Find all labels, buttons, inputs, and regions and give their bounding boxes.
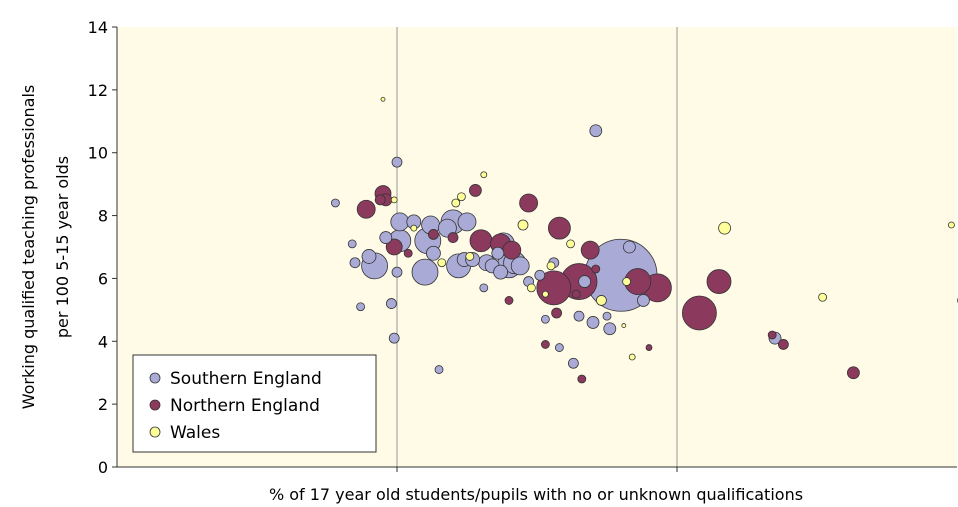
bubble-southern-england (385, 298, 397, 309)
bubble-northern-england (571, 289, 581, 299)
bubble-southern-england (602, 311, 612, 321)
bubble-wales (451, 198, 461, 208)
bubble-southern-england (391, 266, 403, 278)
bubble-northern-england (403, 248, 413, 258)
bubble-northern-england (551, 307, 562, 319)
bubble-southern-england (623, 240, 636, 254)
bubble-southern-england (356, 302, 366, 312)
bubble-southern-england (361, 249, 377, 264)
bubble-northern-england (469, 229, 493, 253)
x-axis-title: % of 17 year old students/pupils with no… (269, 485, 803, 504)
bubble-southern-england (379, 231, 393, 244)
bubble-wales (566, 239, 575, 249)
axes (116, 27, 957, 468)
bubble-northern-england (591, 264, 601, 274)
y-tick-label: 2 (98, 395, 108, 414)
bubble-northern-england (502, 240, 522, 260)
bubble-northern-england (847, 366, 860, 380)
bubble-southern-england (493, 264, 509, 280)
bubble-southern-england (555, 343, 564, 352)
bubble-northern-england (427, 229, 439, 240)
bubble-northern-england (447, 232, 459, 243)
legend-marker-wales (149, 426, 161, 438)
bubble-northern-england (374, 194, 386, 206)
bubble-northern-england (504, 296, 514, 305)
bubble-wales (517, 219, 529, 231)
bubble-northern-england (468, 184, 482, 197)
y-tick-label: 8 (98, 207, 108, 226)
bubble-wales (380, 96, 386, 102)
bubble-wales (948, 221, 955, 229)
bubble-southern-england (434, 365, 444, 374)
y-axis-title: Working qualified teaching professionals… (19, 85, 72, 409)
bubble-wales (465, 252, 475, 261)
y-tick-label: 6 (98, 269, 108, 288)
bubble-southern-england (411, 258, 439, 286)
bubble-southern-england (425, 245, 441, 261)
bubble-southern-england (568, 357, 579, 369)
bubble-wales (437, 258, 447, 268)
bubble-southern-england (573, 310, 585, 322)
bubble-southern-england (457, 212, 477, 232)
legend-label-northern-england: Northern England (170, 396, 320, 416)
bubble-wales (628, 353, 636, 361)
bubble-southern-england (391, 156, 403, 168)
legend-label-wales: Wales (170, 423, 220, 443)
bubble-wales (542, 290, 549, 298)
legend: Southern England Northern England Wales (132, 354, 377, 453)
bubble-southern-england (347, 239, 357, 249)
bubble-wales (410, 224, 418, 232)
bubble-southern-england (603, 322, 617, 336)
bubble-southern-england (349, 257, 361, 269)
bubble-southern-england (388, 332, 400, 344)
bubble-wales (596, 295, 607, 306)
bubble-southern-england (586, 316, 600, 329)
bubble-northern-england (645, 344, 653, 351)
bubble-southern-england (541, 314, 550, 324)
bubble-northern-england (519, 193, 538, 213)
bubble-northern-england (767, 330, 777, 340)
bubble-southern-england (491, 246, 505, 260)
bubble-northern-england (577, 374, 587, 384)
legend-marker-northern-england (149, 399, 161, 411)
bubble-wales (480, 171, 488, 179)
y-ticks: 0 2 4 6 8 10 12 14 (88, 18, 678, 477)
bubble-wales (622, 277, 631, 286)
y-tick-label: 0 (98, 458, 108, 477)
bubble-wales (718, 221, 731, 235)
legend-label-southern-england: Southern England (170, 369, 322, 389)
y-tick-label: 12 (88, 81, 108, 100)
bubble-southern-england (510, 256, 530, 276)
bubble-wales (818, 292, 827, 302)
bubble-northern-england (706, 269, 732, 294)
bubble-southern-england (330, 198, 340, 208)
bubbles (330, 96, 958, 384)
bubble-northern-england (385, 238, 403, 256)
bubble-wales (527, 283, 536, 293)
bubble-wales (621, 323, 627, 328)
bubble-wales (456, 192, 466, 202)
bubble-southern-england (390, 212, 410, 232)
bubble-northern-england (356, 199, 376, 219)
bubble-northern-england (682, 295, 717, 331)
bubble-northern-england (548, 216, 571, 240)
y-tick-label: 10 (88, 144, 108, 163)
bubble-southern-england (589, 124, 603, 138)
bubble-wales (546, 261, 556, 271)
y-tick-label: 14 (88, 18, 108, 37)
legend-marker-southern-england (149, 372, 161, 384)
legend-box (132, 354, 377, 453)
bubble-northern-england (541, 340, 550, 349)
bubble-northern-england (580, 240, 600, 260)
y-tick-label: 4 (98, 332, 108, 351)
bubble-northern-england (778, 339, 789, 350)
y-axis-title-line-2: per 100 5-15 year olds (53, 156, 72, 338)
bubble-wales (390, 196, 398, 204)
bubble-southern-england (479, 283, 489, 293)
bubble-southern-england (637, 294, 650, 307)
bubble-southern-england (578, 275, 591, 288)
y-axis-title-line-1: Working qualified teaching professionals (19, 85, 38, 409)
bubble-southern-england (534, 269, 546, 281)
